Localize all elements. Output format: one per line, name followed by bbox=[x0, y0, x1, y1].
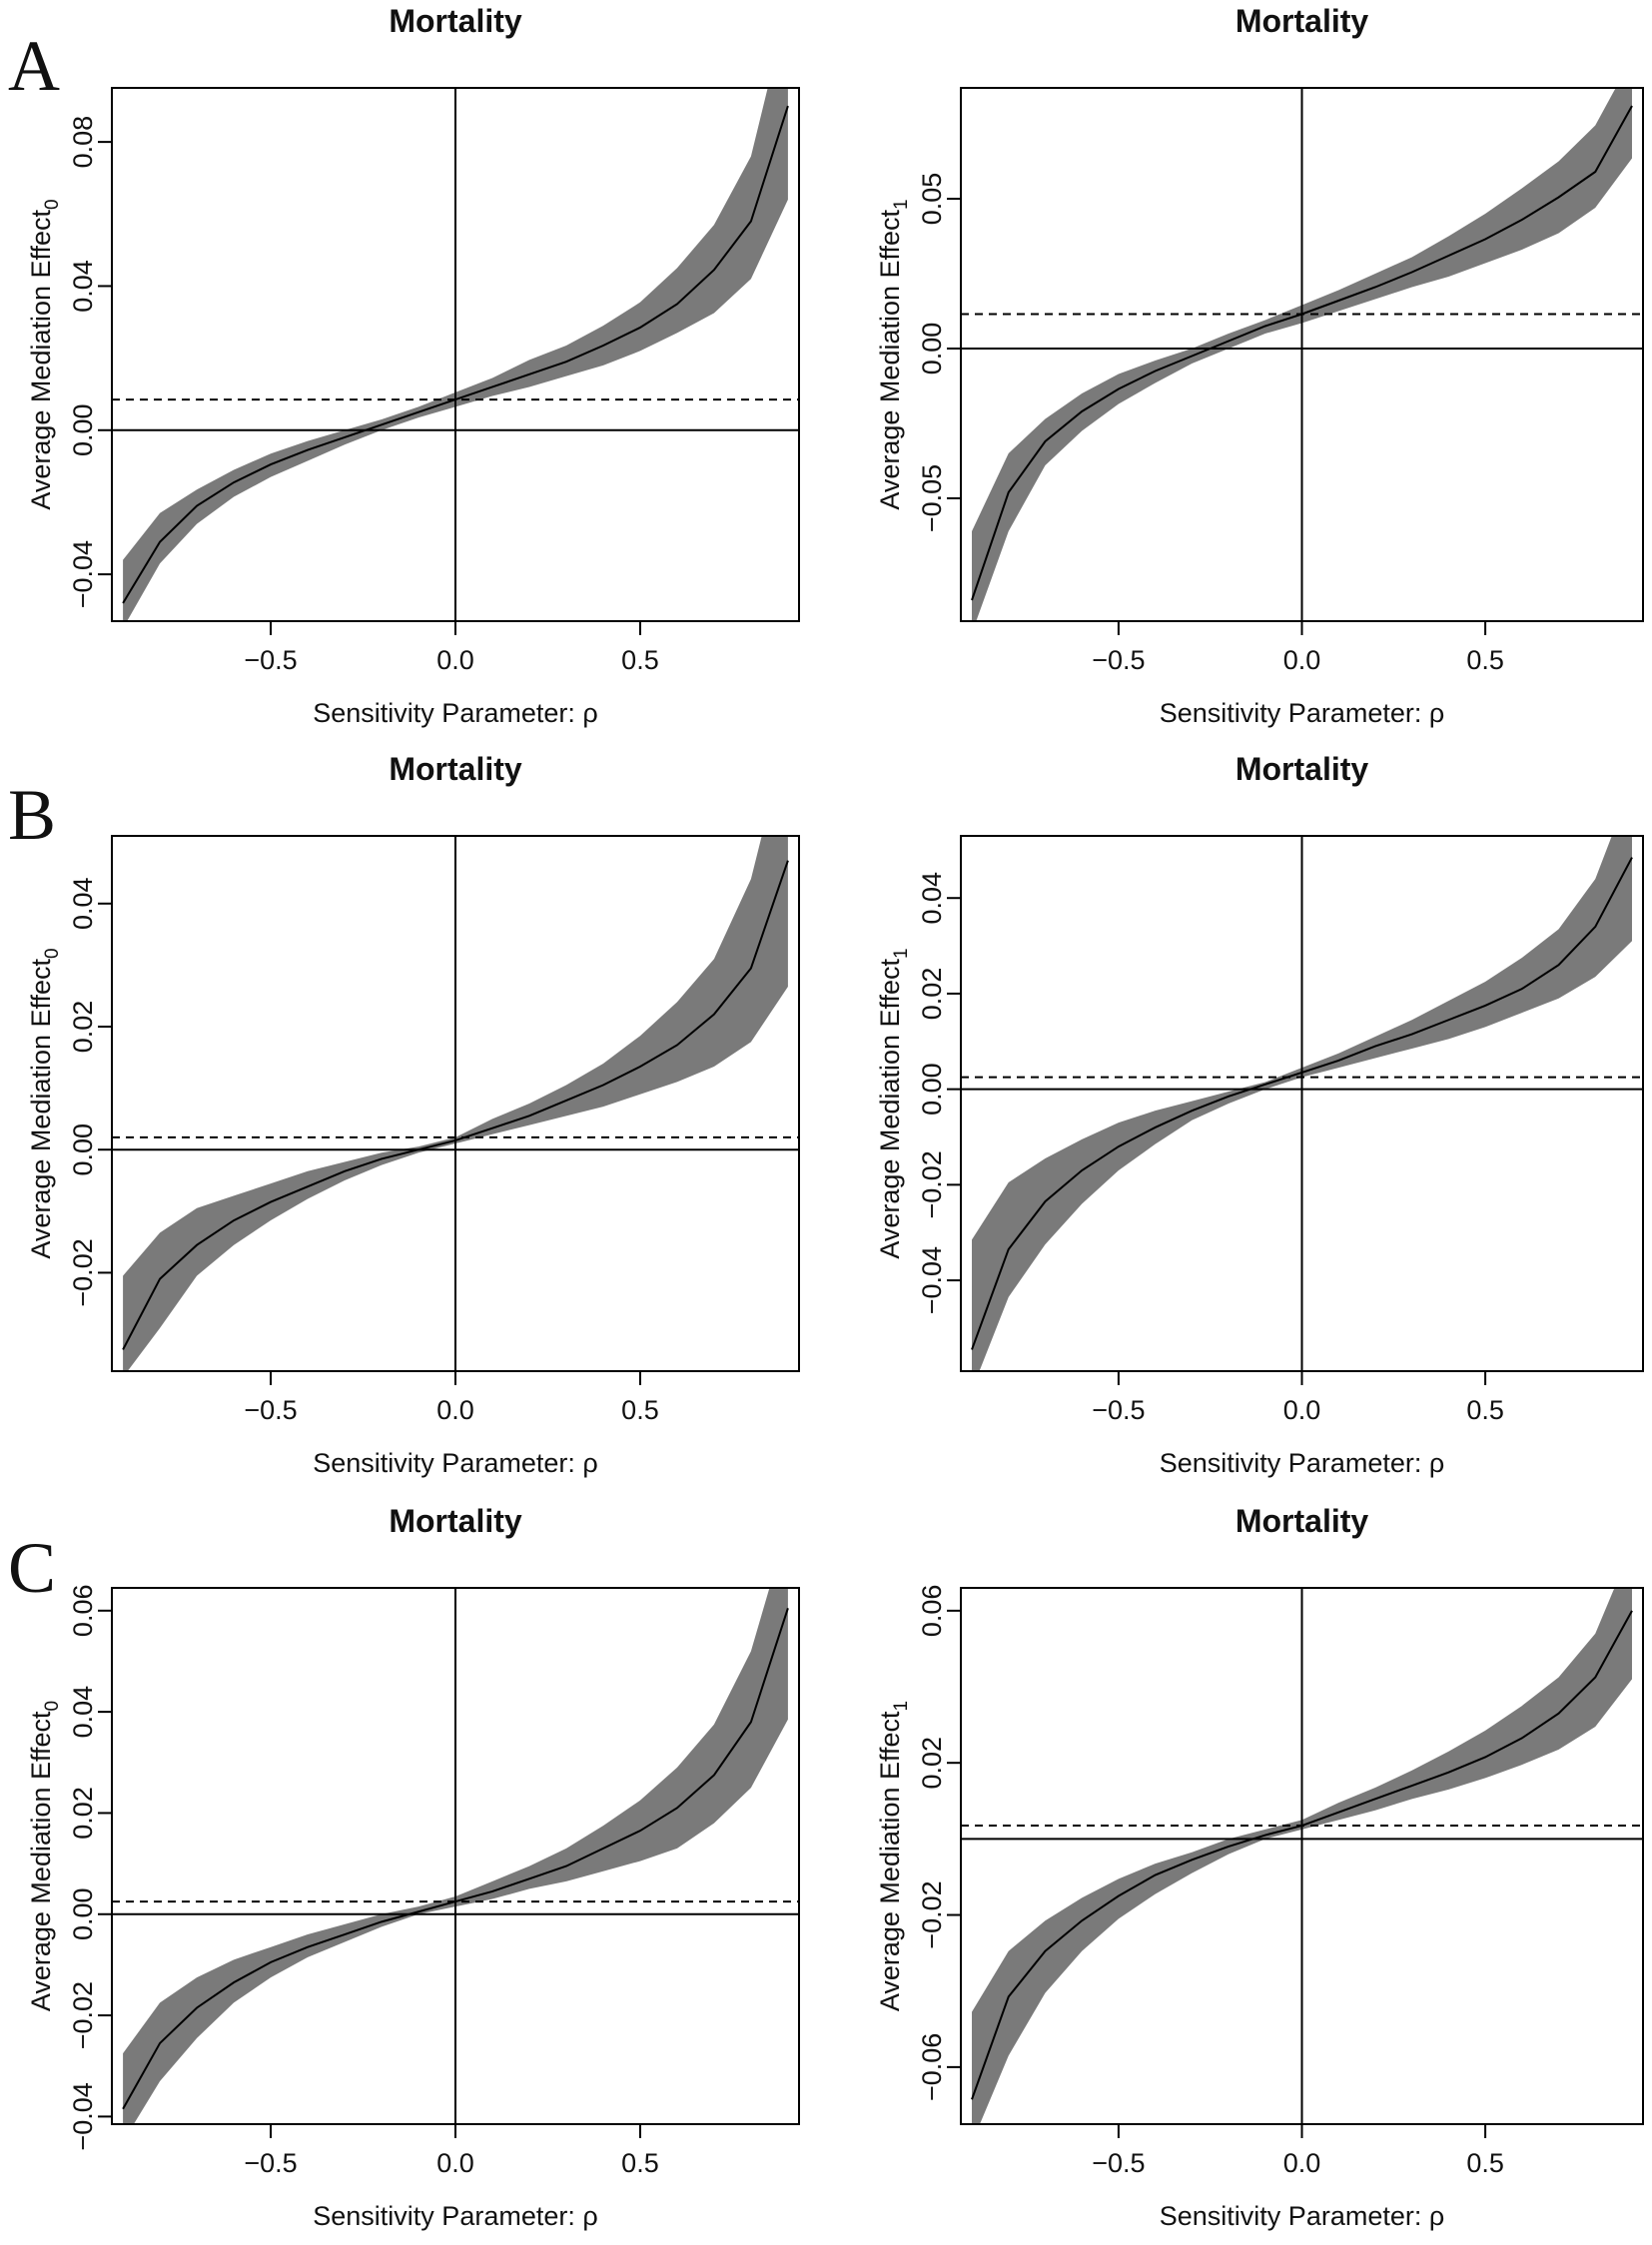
y-tick-label: 0.00 bbox=[68, 1123, 98, 1176]
y-axis-label-subscript: 0 bbox=[42, 948, 63, 959]
x-axis-label: Sensitivity Parameter: ρ bbox=[313, 2201, 597, 2231]
x-tick-label: 0.0 bbox=[1283, 1395, 1321, 1425]
chart-title: Mortality bbox=[389, 3, 522, 39]
x-tick-label: 0.5 bbox=[621, 2148, 659, 2178]
chart-c-left: Mortality −0.5 0.0 0.5 Sensitivity Parameter… bbox=[26, 1503, 800, 2231]
y-axis-label-subscript: 0 bbox=[42, 1701, 63, 1712]
y-tick-label: 0.06 bbox=[68, 1585, 98, 1638]
y-tick-label: 0.00 bbox=[68, 1887, 98, 1940]
y-axis-label: Average Mediation Effect1 bbox=[875, 1701, 912, 2011]
y-axis-label-text: Average Mediation Effect bbox=[26, 958, 56, 1258]
y-tick-label: −0.02 bbox=[917, 1880, 947, 1948]
plot-area bbox=[961, 1588, 1643, 2124]
y-tick-label: 0.06 bbox=[917, 1585, 947, 1638]
y-tick-label: 0.02 bbox=[917, 968, 947, 1021]
y-axis-label: Average Mediation Effect0 bbox=[26, 199, 63, 509]
x-tick-label: 0.5 bbox=[1466, 1395, 1504, 1425]
plot-area bbox=[112, 836, 799, 1371]
y-tick-label: −0.04 bbox=[68, 540, 98, 608]
acme-line bbox=[122, 105, 789, 604]
plot-area bbox=[961, 88, 1643, 621]
panel-label-a: A bbox=[8, 26, 60, 106]
x-tick-label: 0.5 bbox=[1466, 2148, 1504, 2178]
y-axis-label-subscript: 1 bbox=[891, 948, 912, 959]
y-axis-label: Average Mediation Effect0 bbox=[26, 948, 63, 1258]
plot-area bbox=[112, 1588, 799, 2124]
chart-b-left: Mortality −0.5 0.0 0.5 Sensitivity Parameter… bbox=[26, 751, 800, 1478]
plot-area bbox=[961, 836, 1643, 1371]
y-axis-label-subscript: 0 bbox=[42, 199, 63, 210]
chart-title: Mortality bbox=[1236, 1503, 1369, 1539]
x-tick-label: −0.5 bbox=[244, 645, 297, 675]
y-tick-label: −0.02 bbox=[68, 1238, 98, 1306]
y-tick-label: 0.00 bbox=[917, 323, 947, 375]
y-axis-label-text: Average Mediation Effect bbox=[875, 209, 905, 509]
y-tick-label: −0.04 bbox=[68, 2082, 98, 2150]
acme-line bbox=[971, 105, 1633, 601]
y-tick-label: 0.00 bbox=[68, 403, 98, 456]
y-axis-label: Average Mediation Effect1 bbox=[875, 199, 912, 509]
x-axis-label: Sensitivity Parameter: ρ bbox=[1160, 1448, 1444, 1478]
acme-line bbox=[122, 860, 789, 1350]
x-tick-label: −0.5 bbox=[244, 2148, 297, 2178]
y-tick-label: 0.04 bbox=[68, 1686, 98, 1739]
y-tick-label: 0.04 bbox=[68, 260, 98, 313]
chart-grid: Mortality −0.5 0.0 0.5 Sensitivity Parameter… bbox=[26, 3, 1644, 2231]
chart-c-right: Mortality −0.5 0.0 0.5 Sensitivity Parameter… bbox=[875, 1503, 1644, 2231]
y-axis-label-text: Average Mediation Effect bbox=[875, 958, 905, 1258]
x-tick-label: 0.5 bbox=[621, 1395, 659, 1425]
x-tick-label: −0.5 bbox=[244, 1395, 297, 1425]
y-axis-label: Average Mediation Effect0 bbox=[26, 1701, 63, 2011]
chart-b-right: Mortality −0.5 0.0 0.5 Sensitivity Parameter… bbox=[875, 751, 1644, 1478]
acme-line bbox=[971, 1610, 1633, 2100]
y-tick-label: −0.06 bbox=[917, 2033, 947, 2101]
y-tick-label: 0.04 bbox=[917, 872, 947, 925]
chart-title: Mortality bbox=[1236, 3, 1369, 39]
y-axis-label-subscript: 1 bbox=[891, 1701, 912, 1712]
x-axis-label: Sensitivity Parameter: ρ bbox=[1160, 698, 1444, 728]
chart-title: Mortality bbox=[389, 1503, 522, 1539]
y-tick-label: −0.02 bbox=[917, 1150, 947, 1218]
y-tick-label: −0.04 bbox=[917, 1246, 947, 1314]
panel-label-b: B bbox=[8, 775, 56, 855]
x-tick-label: 0.0 bbox=[1283, 2148, 1321, 2178]
y-axis-label-text: Average Mediation Effect bbox=[26, 1711, 56, 2011]
x-tick-label: 0.5 bbox=[621, 645, 659, 675]
chart-a-left: Mortality −0.5 0.0 0.5 Sensitivity Parameter… bbox=[26, 3, 800, 728]
x-axis-label: Sensitivity Parameter: ρ bbox=[313, 1448, 597, 1478]
x-tick-label: −0.5 bbox=[1092, 1395, 1145, 1425]
y-axis-label-text: Average Mediation Effect bbox=[875, 1711, 905, 2011]
y-tick-label: 0.02 bbox=[917, 1737, 947, 1790]
x-tick-label: 0.0 bbox=[1283, 645, 1321, 675]
panel-label-c: C bbox=[8, 1528, 56, 1608]
x-tick-label: 0.5 bbox=[1466, 645, 1504, 675]
chart-title: Mortality bbox=[389, 751, 522, 787]
y-tick-label: 0.04 bbox=[68, 877, 98, 930]
y-axis-label-subscript: 1 bbox=[891, 199, 912, 210]
y-tick-label: 0.00 bbox=[917, 1063, 947, 1116]
x-tick-label: 0.0 bbox=[436, 645, 474, 675]
x-tick-label: 0.0 bbox=[436, 2148, 474, 2178]
acme-line bbox=[122, 1607, 789, 2110]
x-axis-label: Sensitivity Parameter: ρ bbox=[1160, 2201, 1444, 2231]
x-tick-label: −0.5 bbox=[1092, 645, 1145, 675]
x-tick-label: −0.5 bbox=[1092, 2148, 1145, 2178]
y-tick-label: −0.05 bbox=[917, 464, 947, 532]
y-tick-label: 0.02 bbox=[68, 1787, 98, 1840]
y-axis-label-text: Average Mediation Effect bbox=[26, 209, 56, 509]
y-tick-label: 0.02 bbox=[68, 1001, 98, 1054]
plot-area bbox=[112, 88, 799, 621]
y-tick-label: 0.08 bbox=[68, 116, 98, 169]
x-tick-label: 0.0 bbox=[436, 1395, 474, 1425]
y-axis-label: Average Mediation Effect1 bbox=[875, 948, 912, 1258]
chart-title: Mortality bbox=[1236, 751, 1369, 787]
acme-line bbox=[971, 857, 1633, 1350]
chart-a-right: Mortality −0.5 0.0 0.5 Sensitivity Parameter… bbox=[875, 3, 1644, 728]
y-tick-label: −0.02 bbox=[68, 1981, 98, 2049]
y-tick-label: 0.05 bbox=[917, 173, 947, 226]
confidence-band bbox=[123, 1588, 788, 2124]
x-axis-label: Sensitivity Parameter: ρ bbox=[313, 698, 597, 728]
